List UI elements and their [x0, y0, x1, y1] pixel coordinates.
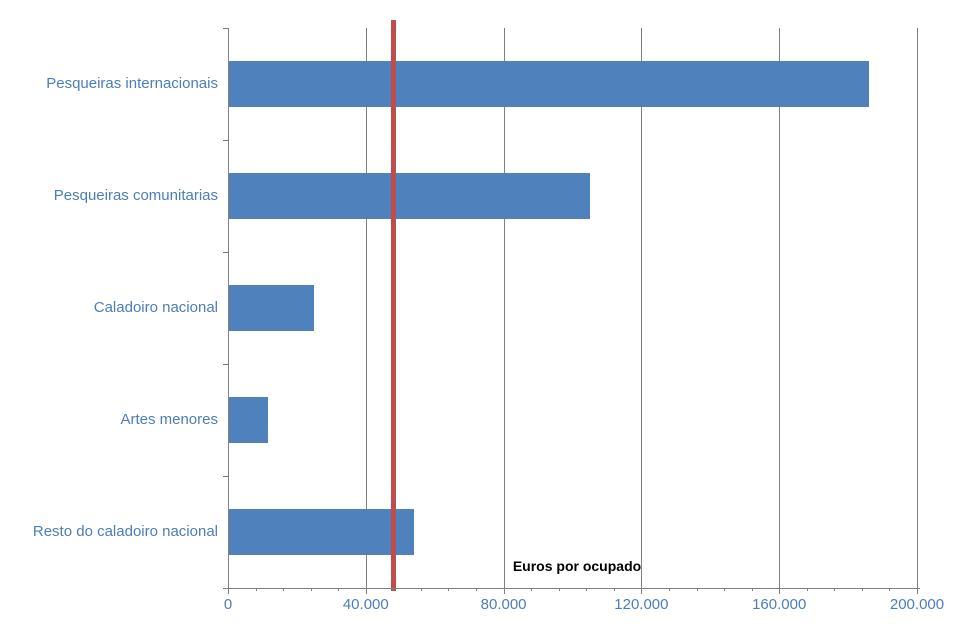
x-gridline — [503, 28, 505, 588]
x-tick-label: 40.000 — [342, 596, 389, 613]
x-tick-label: 160.000 — [752, 596, 807, 613]
x-axis-line — [228, 588, 920, 589]
x-major-tick — [228, 588, 229, 594]
category-label: Resto do caladoiro nacional — [32, 523, 218, 540]
bar — [229, 173, 590, 219]
x-tick-label: 0 — [223, 596, 233, 613]
x-minor-tick — [586, 588, 588, 591]
x-minor-tick — [889, 588, 891, 591]
x-minor-tick — [558, 588, 560, 591]
x-gridline — [365, 28, 367, 588]
x-minor-tick — [724, 588, 726, 591]
y-category-tick — [223, 140, 228, 141]
x-minor-tick — [531, 588, 533, 591]
category-label: Caladoiro nacional — [93, 299, 218, 316]
x-minor-tick — [751, 588, 753, 591]
x-minor-tick — [310, 588, 312, 591]
x-minor-tick — [806, 588, 808, 591]
y-category-tick — [223, 28, 228, 29]
x-major-tick — [917, 588, 918, 594]
reference-line — [390, 20, 396, 591]
category-label: Pesqueiras internacionais — [46, 75, 218, 92]
category-label: Artes menores — [120, 411, 218, 428]
x-major-tick — [641, 588, 643, 594]
y-category-tick — [223, 476, 228, 477]
x-gridline — [779, 28, 781, 588]
x-major-tick — [365, 588, 367, 594]
bar — [229, 397, 269, 443]
x-major-tick — [503, 588, 505, 594]
x-minor-tick — [420, 588, 422, 591]
x-minor-tick — [255, 588, 257, 591]
x-gridline — [641, 28, 643, 588]
x-minor-tick — [476, 588, 478, 591]
x-minor-tick — [696, 588, 698, 591]
x-tick-label: 200.000 — [889, 596, 945, 613]
y-category-tick — [223, 252, 228, 253]
y-axis-line — [228, 28, 229, 588]
x-minor-tick — [338, 588, 340, 591]
bar — [229, 285, 315, 331]
x-minor-tick — [393, 588, 395, 591]
y-category-tick — [223, 364, 228, 365]
x-minor-tick — [668, 588, 670, 591]
bar — [229, 509, 415, 555]
y-category-tick — [223, 588, 228, 589]
x-minor-tick — [283, 588, 285, 591]
x-minor-tick — [448, 588, 450, 591]
x-axis-title: Euros por ocupado — [512, 558, 642, 574]
category-label: Pesqueiras comunitarias — [53, 187, 218, 204]
x-minor-tick — [834, 588, 836, 591]
x-major-tick — [779, 588, 781, 594]
x-tick-label: 120.000 — [614, 596, 669, 613]
x-gridline — [917, 28, 918, 588]
x-minor-tick — [613, 588, 615, 591]
bar — [229, 61, 869, 107]
x-tick-label: 80.000 — [480, 596, 527, 613]
x-minor-tick — [861, 588, 863, 591]
